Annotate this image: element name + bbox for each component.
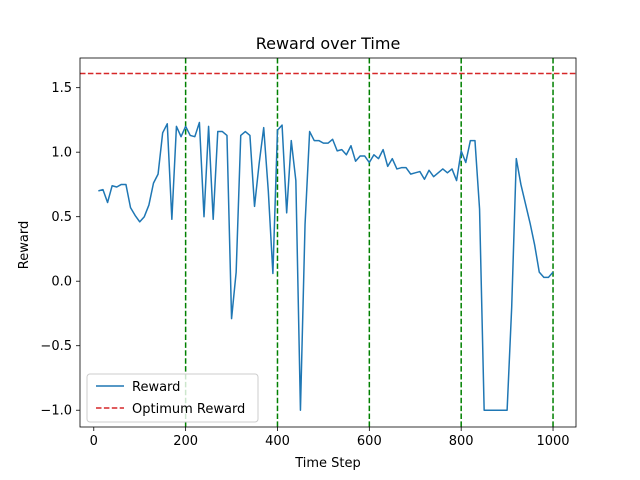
vertical-markers [184,58,554,427]
y-axis-label: Reward [17,221,32,269]
x-tick-label: 200 [173,434,198,449]
legend-label-reward: Reward [132,380,180,395]
y-tick-label: 1.5 [51,81,72,96]
y-ticks: −1.0 −0.5 0.0 0.5 1.0 1.5 [40,81,80,419]
chart-title: Reward over Time [256,34,401,53]
legend-box [86,373,259,423]
x-tick-label: 800 [449,434,474,449]
x-tick-label: 600 [357,434,382,449]
x-ticks: 0 200 400 600 800 1000 [90,427,570,449]
y-tick-label: −1.0 [40,404,72,419]
y-tick-label: 0.5 [51,210,72,225]
reward-series-line [98,121,554,411]
legend-label-optimum: Optimum Reward [132,402,245,417]
y-tick-label: 1.0 [51,146,72,161]
x-tick-label: 0 [90,434,98,449]
axes [79,57,577,428]
x-tick-label: 1000 [536,434,569,449]
legend: Reward Optimum Reward [86,373,259,423]
x-axis-label: Time Step [294,456,361,471]
reward-series-group [98,121,554,411]
x-tick-label: 400 [265,434,290,449]
y-tick-label: 0.0 [51,275,72,290]
axes-frame [79,57,577,428]
y-tick-label: −0.5 [40,339,72,354]
